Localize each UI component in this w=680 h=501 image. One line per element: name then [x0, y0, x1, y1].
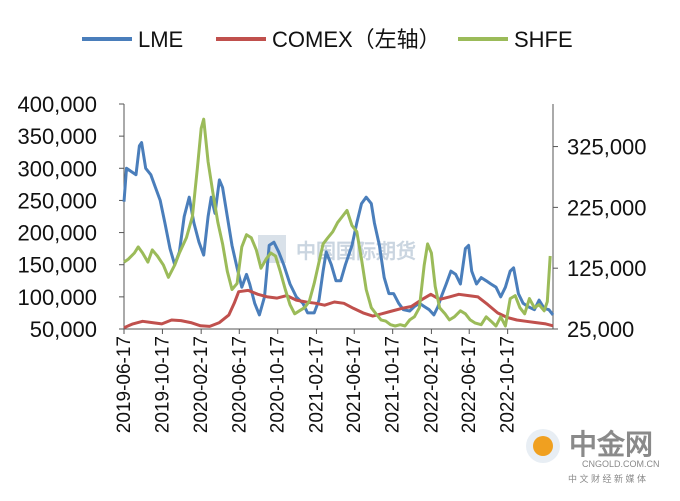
- series-line-lme: [122, 141, 555, 317]
- x-tick-label: 2020-06-17: [229, 336, 250, 433]
- x-tick-label: 2020-10-17: [268, 336, 289, 433]
- left-tick-label: 400,000: [17, 92, 97, 117]
- series-line-comex: [123, 288, 554, 330]
- left-tick-label: 200,000: [17, 221, 97, 246]
- watermark-text: 中国国际期货: [296, 239, 416, 263]
- right-tick-label: 325,000: [567, 135, 647, 160]
- logo-flame-icon: [533, 436, 553, 456]
- brand-logo: 中金网 CNGOLD.COM.CN 中 文 财 经 新 媒 体: [526, 428, 660, 484]
- legend-label: COMEX（左轴）: [272, 27, 441, 52]
- x-tick-label: 2022-10-17: [498, 336, 519, 433]
- left-tick-label: 300,000: [17, 156, 97, 181]
- left-tick-label: 250,000: [17, 188, 97, 213]
- legend-label: LME: [138, 27, 183, 52]
- left-tick-label: 350,000: [17, 124, 97, 149]
- legend: LME COMEX（左轴） SHFE: [82, 27, 573, 52]
- right-tick-label: 25,000: [567, 317, 634, 342]
- left-tick-label: 50,000: [30, 317, 97, 342]
- x-tick-label: 2022-02-17: [421, 336, 442, 433]
- logo-tagline: 中 文 财 经 新 媒 体: [568, 473, 646, 484]
- right-tick-label: 225,000: [567, 195, 647, 220]
- x-tick-label: 2021-10-17: [383, 336, 404, 433]
- left-tick-label: 100,000: [17, 285, 97, 310]
- logo-url: CNGOLD.COM.CN: [582, 459, 660, 469]
- right-tick-label: 125,000: [567, 256, 647, 281]
- axes: 50,000 100,000 150,000 200,000 250,000 300,00…: [17, 92, 646, 433]
- series-lines: [122, 117, 555, 330]
- series-line-shfe: [123, 117, 552, 328]
- x-tick-label: 2021-06-17: [344, 336, 365, 433]
- x-tick-label: 2019-10-17: [152, 336, 173, 433]
- x-tick-label: 2021-02-17: [306, 336, 327, 433]
- left-tick-label: 150,000: [17, 253, 97, 278]
- x-tick-label: 2019-06-17: [114, 336, 135, 433]
- logo-text: 中金网: [569, 428, 653, 460]
- watermark: 中国国际期货: [258, 235, 416, 263]
- x-tick-label: 2022-06-17: [459, 336, 480, 433]
- x-tick-label: 2020-02-17: [191, 336, 212, 433]
- legend-label: SHFE: [514, 27, 573, 52]
